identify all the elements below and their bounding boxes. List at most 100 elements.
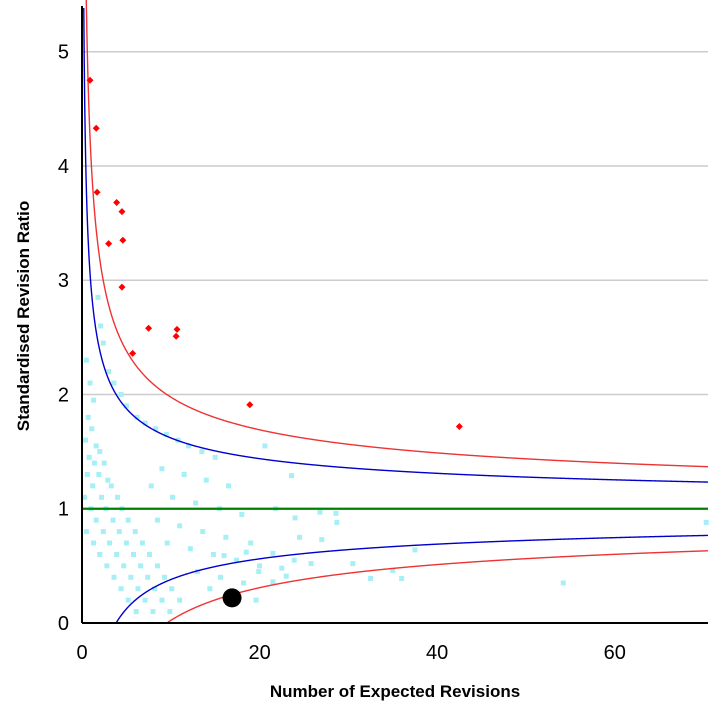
provider-point: [87, 455, 92, 460]
y-axis-title: Standardised Revision Ratio: [14, 201, 33, 432]
provider-point: [239, 512, 244, 517]
provider-point: [91, 541, 96, 546]
provider-point: [107, 541, 112, 546]
outlier-point: [145, 325, 152, 332]
provider-point: [134, 609, 139, 614]
x-tick-labels: 0 20 40 60: [76, 642, 625, 664]
provider-point: [223, 535, 228, 540]
provider-point: [211, 552, 216, 557]
outlier-point: [456, 423, 463, 430]
outlier-point: [113, 199, 120, 206]
provider-point: [293, 515, 298, 520]
provider-point: [254, 598, 259, 603]
x-tick-label: 40: [426, 642, 448, 664]
provider-point: [159, 598, 164, 603]
provider-point: [99, 495, 104, 500]
provider-point: [165, 541, 170, 546]
provider-point: [155, 563, 160, 568]
provider-point: [169, 586, 174, 591]
provider-point: [207, 586, 212, 591]
provider-point: [135, 586, 140, 591]
outlier-point: [246, 401, 253, 408]
provider-point: [126, 518, 131, 523]
y-tick-label: 1: [58, 499, 69, 521]
provider-point: [204, 478, 209, 483]
provider-point: [241, 581, 246, 586]
provider-point: [412, 547, 417, 552]
provider-point: [257, 563, 262, 568]
provider-point: [117, 529, 122, 534]
outlier-point: [93, 125, 100, 132]
provider-point: [115, 495, 120, 500]
provider-point: [111, 381, 116, 386]
provider-point: [128, 575, 133, 580]
provider-point: [309, 561, 314, 566]
y-tick-label: 0: [58, 613, 69, 635]
provider-point: [94, 518, 99, 523]
outlier-point: [94, 189, 101, 196]
provider-point: [170, 495, 175, 500]
provider-point: [97, 449, 102, 454]
upper-inner-limit: [84, 8, 708, 482]
provider-point: [109, 483, 114, 488]
provider-point: [319, 537, 324, 542]
x-axis-title: Number of Expected Revisions: [270, 682, 520, 701]
provider-point: [226, 483, 231, 488]
provider-point: [177, 523, 182, 528]
provider-point: [177, 598, 182, 603]
provider-point: [149, 483, 154, 488]
outlier-points: [86, 77, 462, 430]
outlier-point: [118, 284, 125, 291]
y-tick-label: 5: [58, 42, 69, 64]
lower-outer-limit: [167, 551, 708, 623]
y-tick-labels: 012345: [58, 42, 69, 635]
provider-point: [105, 478, 110, 483]
provider-point: [284, 574, 289, 579]
y-tick-label: 4: [58, 156, 69, 178]
provider-point: [111, 518, 116, 523]
provider-point: [368, 576, 373, 581]
provider-point: [133, 529, 138, 534]
provider-point: [155, 518, 160, 523]
axes: [82, 6, 708, 623]
provider-point: [90, 483, 95, 488]
x-tick-label: 0: [76, 642, 87, 664]
provider-point: [317, 510, 322, 515]
provider-point: [94, 443, 99, 448]
provider-point: [193, 501, 198, 506]
provider-point: [182, 472, 187, 477]
provider-point: [95, 295, 100, 300]
provider-point: [292, 558, 297, 563]
provider-point: [244, 550, 249, 555]
provider-point: [92, 461, 97, 466]
provider-point: [97, 552, 102, 557]
outlier-point: [105, 240, 112, 247]
provider-point: [87, 381, 92, 386]
upper-outer-limit: [86, 0, 708, 467]
outlier-point: [118, 208, 125, 215]
provider-point: [111, 575, 116, 580]
provider-point: [222, 553, 227, 558]
provider-point: [86, 415, 91, 420]
provider-point: [138, 563, 143, 568]
provider-point: [121, 563, 126, 568]
provider-point: [85, 472, 90, 477]
y-tick-label: 2: [58, 384, 69, 406]
lower-inner-limit: [116, 535, 708, 622]
provider-point: [199, 449, 204, 454]
provider-point: [256, 569, 261, 574]
provider-point: [289, 473, 294, 478]
outlier-point: [173, 333, 180, 340]
outlier-point: [174, 326, 181, 333]
provider-point: [89, 426, 94, 431]
provider-point: [84, 358, 89, 363]
provider-point: [200, 529, 205, 534]
provider-point: [704, 520, 709, 525]
provider-point: [262, 443, 267, 448]
provider-point: [145, 575, 150, 580]
provider-point: [151, 609, 156, 614]
provider-point: [114, 552, 119, 557]
provider-point: [143, 598, 148, 603]
provider-point: [334, 520, 339, 525]
